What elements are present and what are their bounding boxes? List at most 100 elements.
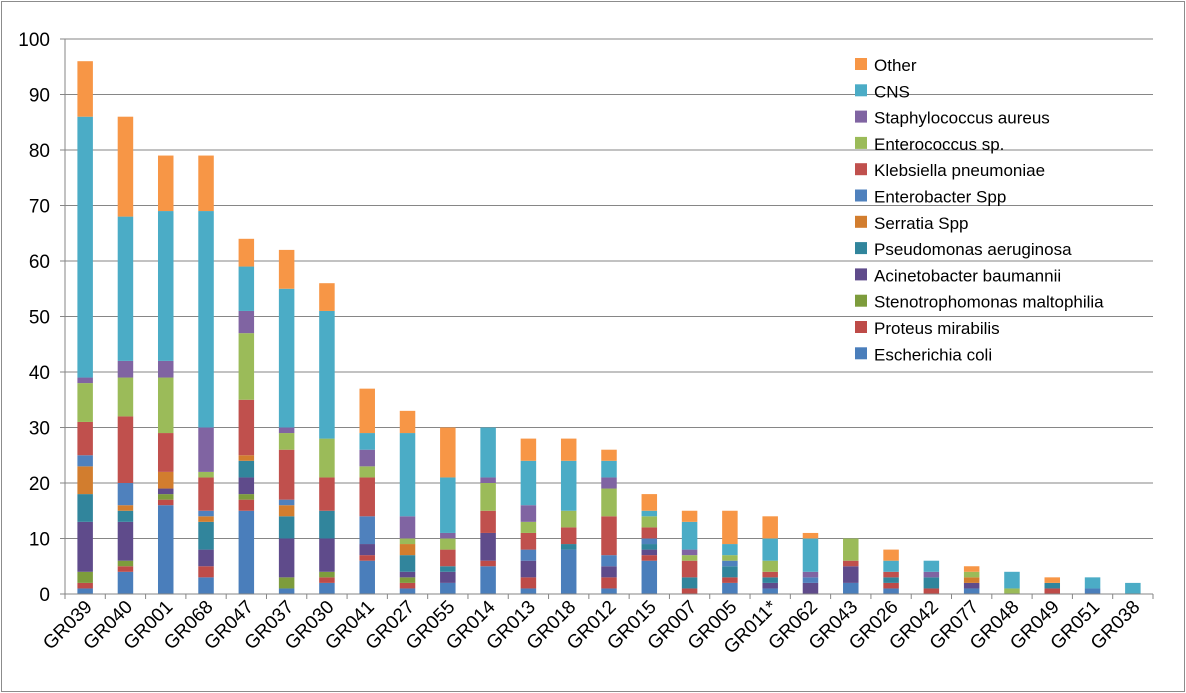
bar-segment: [157, 499, 174, 506]
bar-segment: [641, 527, 658, 539]
legend-item: Proteus mirabilis: [855, 319, 1000, 338]
y-tick-label: 20: [29, 474, 50, 495]
bar-segment: [359, 466, 375, 478]
bar-segment: [157, 433, 174, 472]
bar-segment: [480, 532, 496, 561]
bar-segment: [722, 560, 738, 567]
bar-segment: [802, 582, 819, 594]
bar-segment: [278, 505, 295, 517]
bar-stack-GR012: [601, 449, 617, 594]
legend-item: Other: [855, 56, 917, 75]
bar-segment: [359, 555, 375, 561]
bar-segment: [963, 566, 980, 572]
bar-segment: [641, 510, 658, 517]
bar-segment: [77, 61, 93, 117]
bar-stack-GR062: [802, 532, 819, 594]
bar-segment: [1004, 588, 1020, 594]
bar-segment: [480, 477, 496, 483]
legend-label: Other: [874, 56, 917, 75]
bar-segment: [77, 377, 93, 384]
bar-segment: [440, 427, 456, 478]
bar-segment: [762, 588, 778, 594]
bar-stack-GR027: [399, 410, 416, 594]
bar-segment: [77, 571, 93, 583]
bar-stack-GR014: [480, 427, 496, 594]
y-axis-tick-labels: 0 10 20 30 40 50 60 70 80 90 100: [18, 30, 50, 606]
legend-swatch: [855, 84, 867, 97]
y-tick-label: 80: [29, 141, 50, 162]
legend-swatch: [855, 347, 867, 360]
bar-segment: [722, 577, 738, 583]
bar-segment: [278, 516, 295, 539]
bar-segment: [520, 577, 537, 589]
bar-segment: [520, 505, 537, 522]
legend-swatch: [855, 242, 867, 255]
bar-segment: [198, 477, 214, 511]
bar-segment: [762, 516, 778, 539]
bar-segment: [722, 555, 738, 561]
bar-segment: [238, 310, 255, 334]
bar-segment: [238, 460, 255, 478]
bar-segment: [198, 155, 214, 212]
bar-segment: [198, 211, 214, 428]
bar-segment: [399, 577, 416, 583]
x-axis-tick-labels: GR039GR040GR001GR068GR047GR037GR030GR041…: [39, 596, 1144, 658]
bar-segment: [77, 421, 93, 456]
bar-segment: [117, 560, 134, 567]
bar-segment: [883, 571, 899, 578]
bar-stack-GR018: [560, 438, 577, 594]
bar-segment: [319, 571, 335, 578]
bar-segment: [198, 521, 214, 550]
bar-stack-GR026: [883, 549, 899, 594]
bar-stack-GR039: [77, 61, 93, 594]
bar-segment: [520, 460, 537, 506]
bar-stack-GR001: [157, 155, 174, 594]
y-tick-label: 0: [39, 585, 50, 606]
y-tick-label: 90: [29, 86, 50, 107]
bar-segment: [399, 538, 416, 545]
bar-stack-GR055: [440, 427, 456, 594]
bar-segment: [1044, 582, 1061, 589]
bar-segment: [117, 566, 134, 572]
bar-segment: [399, 588, 416, 594]
bar-segment: [157, 211, 174, 361]
bar-segment: [117, 116, 134, 217]
bar-segment: [963, 588, 980, 594]
bar-segment: [359, 477, 375, 517]
bar-stack-GR013: [520, 438, 537, 594]
legend-swatch: [855, 189, 867, 202]
legend-item: Escherichia coli: [855, 345, 992, 364]
bar-stack-GR077: [963, 566, 980, 594]
bar-segment: [560, 460, 577, 511]
bar-segment: [359, 433, 375, 450]
bar-segment: [963, 582, 980, 589]
bar-segment: [923, 560, 940, 572]
bar-segment: [641, 516, 658, 528]
legend-label: Proteus mirabilis: [874, 319, 1000, 338]
bar-segment: [440, 532, 456, 539]
bar-stack-GR049: [1044, 577, 1061, 594]
bar-segment: [560, 510, 577, 528]
bar-segment: [238, 477, 255, 495]
bar-segment: [520, 438, 537, 461]
bar-segment: [77, 466, 93, 495]
bar-segment: [319, 438, 335, 478]
bar-segment: [802, 571, 819, 578]
bar-segment: [601, 588, 617, 594]
bar-segment: [681, 588, 698, 594]
bar-segment: [117, 521, 134, 561]
bar-segment: [762, 582, 778, 589]
bar-segment: [681, 510, 698, 522]
bar-segment: [520, 521, 537, 533]
y-tick-label: 30: [29, 419, 50, 440]
bar-segment: [440, 549, 456, 567]
bar-segment: [319, 577, 335, 583]
bar-segment: [117, 360, 134, 378]
bar-segment: [399, 571, 416, 578]
bar-stack-GR011*: [762, 516, 778, 594]
bar-segment: [278, 588, 295, 594]
bar-segment: [117, 216, 134, 361]
legend-item: Enterobacter Spp: [855, 188, 1006, 207]
bar-segment: [319, 310, 335, 439]
